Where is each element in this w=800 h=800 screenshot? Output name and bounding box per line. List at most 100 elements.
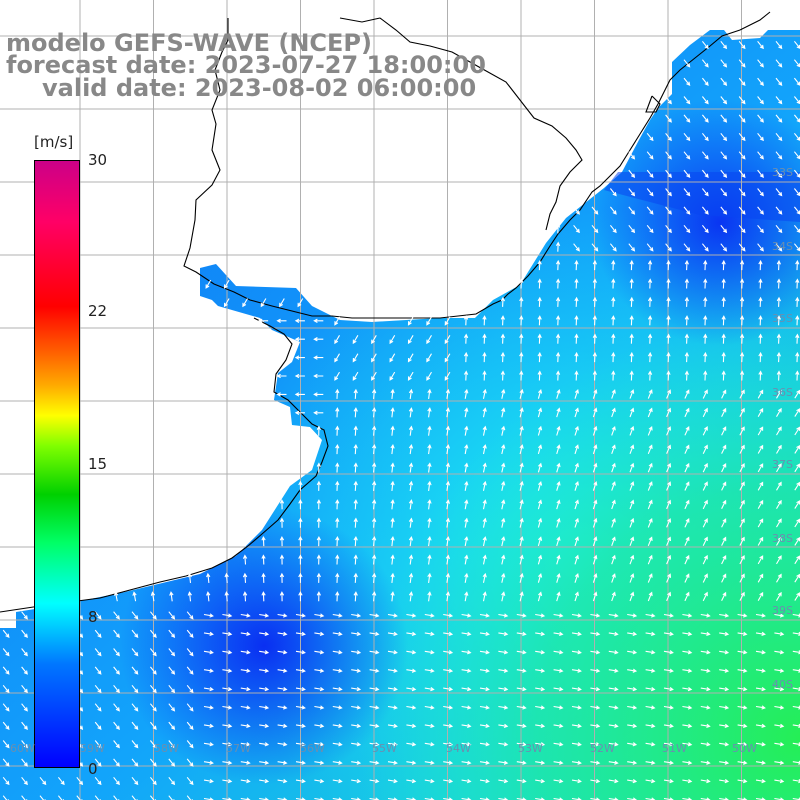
wind-arrow-icon (611, 462, 616, 473)
wind-arrow-icon (407, 353, 414, 363)
wind-arrow-icon (294, 355, 305, 360)
wind-arrow-icon (186, 684, 194, 694)
wind-arrow-icon (755, 742, 766, 747)
wind-arrow-icon (390, 480, 395, 491)
wind-arrow-icon (463, 333, 469, 344)
wind-arrow-icon (684, 481, 690, 491)
wind-arrow-icon (313, 373, 324, 379)
wind-arrow-icon (371, 443, 377, 455)
wind-arrow-icon (720, 114, 728, 123)
wind-arrow-icon (408, 462, 414, 473)
wind-arrow-icon (645, 705, 656, 710)
wind-arrow-icon (700, 705, 711, 710)
wind-arrow-icon (684, 278, 689, 289)
wind-arrow-icon (443, 686, 454, 692)
wind-arrow-icon (94, 740, 102, 749)
wind-arrow-icon (353, 425, 358, 436)
wind-arrow-icon (501, 425, 506, 436)
wind-arrow-icon (629, 444, 635, 454)
wind-arrow-icon (701, 77, 709, 86)
wind-arrow-icon (314, 668, 325, 673)
wind-arrow-icon (590, 668, 601, 673)
wind-arrow-icon (739, 444, 745, 454)
wind-arrow-icon (406, 778, 417, 784)
wind-arrow-icon (776, 426, 782, 436)
wind-arrow-icon (757, 555, 764, 565)
wind-arrow-icon (443, 723, 454, 729)
wind-arrow-icon (666, 573, 672, 583)
wind-arrow-icon (776, 444, 782, 454)
wind-arrow-icon (222, 705, 233, 710)
wind-arrow-icon (611, 278, 616, 289)
wind-arrow-icon (479, 778, 490, 784)
wind-arrow-icon (406, 613, 417, 618)
wind-arrow-icon (720, 206, 728, 215)
wind-arrow-icon (700, 760, 711, 765)
colorbar-tick: 22 (88, 302, 108, 320)
wind-arrow-icon (334, 316, 340, 326)
wind-arrow-icon (408, 407, 414, 418)
wind-arrow-icon (611, 351, 616, 363)
wind-arrow-icon (739, 499, 745, 510)
wind-arrow-icon (758, 333, 763, 344)
wind-arrow-icon (482, 572, 487, 583)
wind-arrow-icon (498, 705, 509, 710)
wind-arrow-icon (353, 572, 358, 583)
wind-arrow-icon (535, 613, 546, 618)
wind-arrow-icon (332, 686, 343, 692)
wind-arrow-icon (240, 760, 251, 765)
wind-arrow-icon (295, 723, 306, 729)
wind-arrow-icon (131, 666, 139, 675)
wind-arrow-icon (316, 499, 321, 510)
wind-arrow-icon (757, 40, 764, 50)
wind-arrow-icon (645, 742, 656, 747)
wind-arrow-icon (666, 499, 672, 510)
wind-arrow-icon (424, 613, 435, 618)
wind-arrow-icon (461, 742, 472, 747)
wind-arrow-icon (424, 650, 435, 655)
wind-arrow-icon (21, 684, 28, 694)
wind-arrow-icon (757, 407, 764, 417)
wind-arrow-icon (482, 351, 487, 363)
wind-arrow-icon (335, 535, 340, 547)
wind-arrow-icon (775, 132, 783, 142)
wind-arrow-icon (501, 591, 506, 602)
wind-arrow-icon (21, 703, 28, 712)
wind-arrow-icon (683, 96, 691, 105)
wind-arrow-icon (574, 444, 579, 455)
wind-arrow-icon (739, 481, 745, 491)
wind-arrow-icon (702, 573, 708, 583)
wind-arrow-icon (721, 499, 727, 510)
wind-arrow-icon (334, 353, 340, 363)
wind-arrow-icon (629, 425, 635, 436)
wind-arrow-icon (445, 517, 451, 528)
wind-arrow-icon (682, 742, 693, 747)
wind-arrow-icon (571, 778, 582, 784)
wind-arrow-icon (387, 686, 398, 692)
wind-arrow-icon (369, 778, 380, 784)
wind-arrow-icon (335, 425, 340, 436)
wind-arrow-icon (2, 776, 10, 786)
wind-arrow-icon (592, 315, 597, 326)
wind-arrow-icon (720, 77, 728, 86)
wind-arrow-icon (608, 668, 619, 673)
wind-arrow-icon (168, 648, 176, 657)
wind-arrow-icon (316, 425, 321, 436)
wind-arrow-icon (334, 371, 340, 381)
wind-arrow-icon (501, 480, 506, 491)
wind-arrow-icon (611, 407, 616, 418)
wind-arrow-icon (571, 705, 582, 710)
wind-arrow-icon (426, 316, 432, 326)
wind-arrow-icon (683, 188, 691, 197)
wind-arrow-icon (535, 650, 546, 655)
wind-arrow-icon (721, 426, 727, 436)
wind-arrow-icon (611, 425, 616, 436)
wind-arrow-icon (298, 572, 303, 583)
wind-arrow-icon (482, 499, 487, 510)
wind-arrow-icon (701, 206, 709, 215)
wind-arrow-icon (501, 388, 506, 399)
wind-arrow-icon (186, 666, 194, 675)
wind-arrow-icon (352, 335, 359, 345)
wind-arrow-icon (683, 151, 691, 160)
